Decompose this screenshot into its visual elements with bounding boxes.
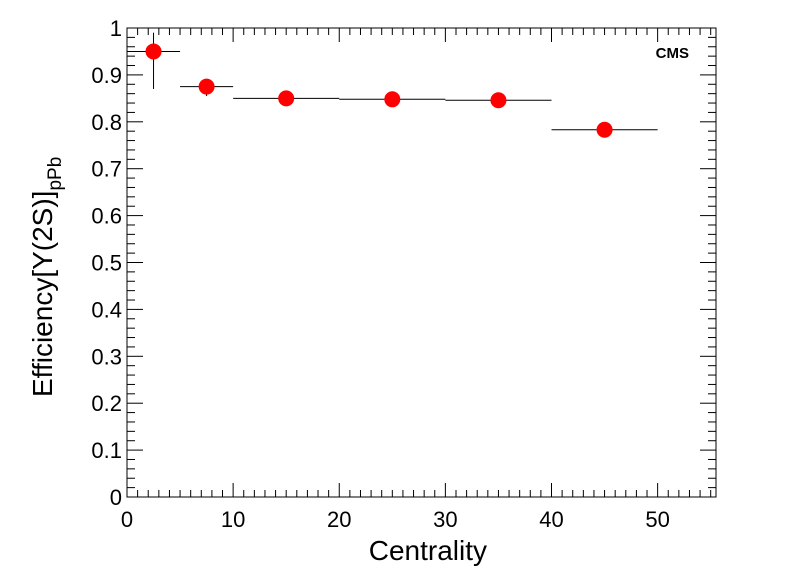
y-tick-label: 0.1 (91, 438, 122, 463)
x-tick-label: 0 (121, 507, 133, 532)
y-tick-label: 0.8 (91, 110, 122, 135)
data-point (180, 78, 234, 97)
data-points (127, 32, 658, 138)
data-marker (145, 43, 162, 60)
x-tick-label: 10 (221, 507, 245, 532)
y-axis-title: Efficiency[Υ(2S)]pPb (27, 157, 66, 397)
x-tick-label: 50 (645, 507, 669, 532)
y-tick-label: 0.5 (91, 251, 122, 276)
y-tick-label: 0 (110, 485, 122, 510)
y-tick-label: 0.6 (91, 204, 122, 229)
y-tick-label: 0.7 (91, 157, 122, 182)
y-tick-label: 1 (110, 16, 122, 41)
x-tick-label: 20 (327, 507, 351, 532)
data-marker (278, 90, 295, 107)
data-point (445, 92, 552, 109)
axes: 0 10 20 30 40 50 0 0.1 0.2 0.3 0.4 0.5 0.6 0.7 0.8 0.9 1 (91, 16, 717, 532)
y-tick-label: 0.3 (91, 344, 122, 369)
y-tick-label: 0.4 (91, 297, 122, 322)
x-tick-label: 40 (539, 507, 563, 532)
data-point (233, 90, 340, 107)
data-point (127, 32, 181, 89)
x-tick-label: 30 (433, 507, 457, 532)
data-marker (490, 92, 507, 109)
data-marker (198, 78, 215, 95)
y-tick-label: 0.9 (91, 63, 122, 88)
y-axis-title-subscript: pPb (45, 157, 66, 191)
experiment-label: CMS (656, 45, 689, 62)
data-marker (596, 121, 613, 138)
data-marker (384, 91, 401, 108)
data-point (339, 91, 446, 108)
data-point (551, 121, 658, 138)
y-axis-title-main: Efficiency[Υ(2S)] (27, 191, 58, 397)
x-axis-title: Centrality (369, 535, 487, 566)
y-tick-label: 0.2 (91, 391, 122, 416)
